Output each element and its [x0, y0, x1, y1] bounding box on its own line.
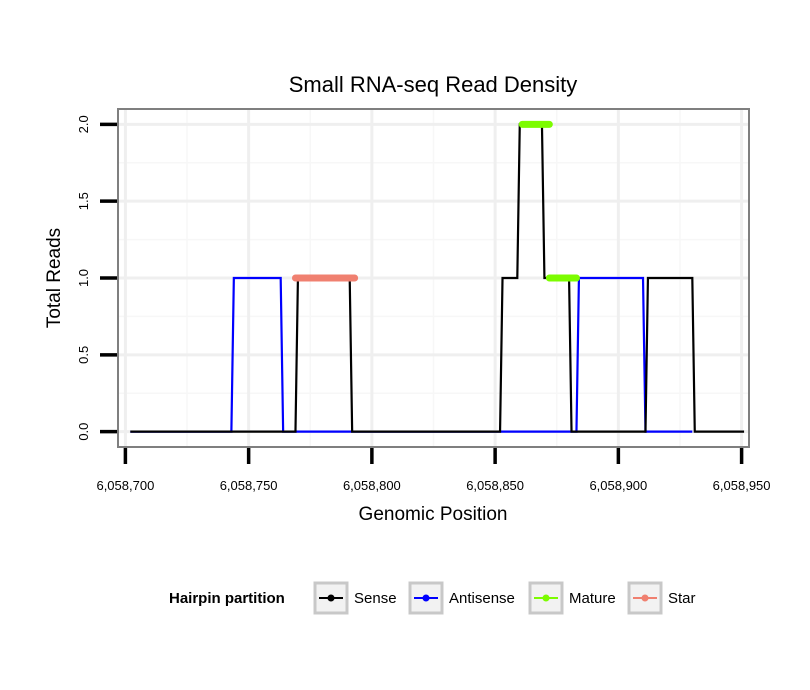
chart-title: Small RNA-seq Read Density: [289, 72, 578, 97]
x-tick-label: 6,058,700: [96, 478, 154, 493]
y-axis: 0.0 0.5 1.0 1.5 2.0: [76, 115, 117, 441]
x-tick-label: 6,058,950: [713, 478, 771, 493]
legend-label-sense: Sense: [354, 590, 397, 607]
legend-label-antisense: Antisense: [449, 590, 515, 607]
y-tick-label: 0.5: [76, 346, 91, 364]
legend-label-star: Star: [668, 590, 696, 607]
x-axis-title: Genomic Position: [359, 504, 508, 525]
y-axis-title: Total Reads: [44, 228, 65, 328]
y-tick-label: 0.0: [76, 423, 91, 441]
x-axis: 6,058,700 6,058,750 6,058,800 6,058,850 6,05…: [96, 448, 771, 493]
y-tick-label: 1.5: [76, 192, 91, 210]
legend-title: Hairpin partition: [169, 590, 285, 607]
y-tick-label: 1.0: [76, 269, 91, 287]
y-tick-label: 2.0: [76, 115, 91, 133]
plot-series: [130, 120, 745, 433]
x-tick-label: 6,058,850: [466, 478, 524, 493]
plot-panel-border: [117, 108, 750, 448]
legend-point-mature: [542, 594, 550, 602]
legend-label-mature: Mature: [569, 590, 616, 607]
legend-point-antisense: [422, 594, 430, 602]
x-tick-label: 6,058,800: [343, 478, 401, 493]
legend-point-sense: [327, 594, 335, 602]
legend: Hairpin partition Sense Antisense Mature St…: [169, 581, 696, 615]
x-tick-label: 6,058,900: [589, 478, 647, 493]
x-tick-label: 6,058,750: [220, 478, 278, 493]
legend-point-star: [641, 594, 649, 602]
